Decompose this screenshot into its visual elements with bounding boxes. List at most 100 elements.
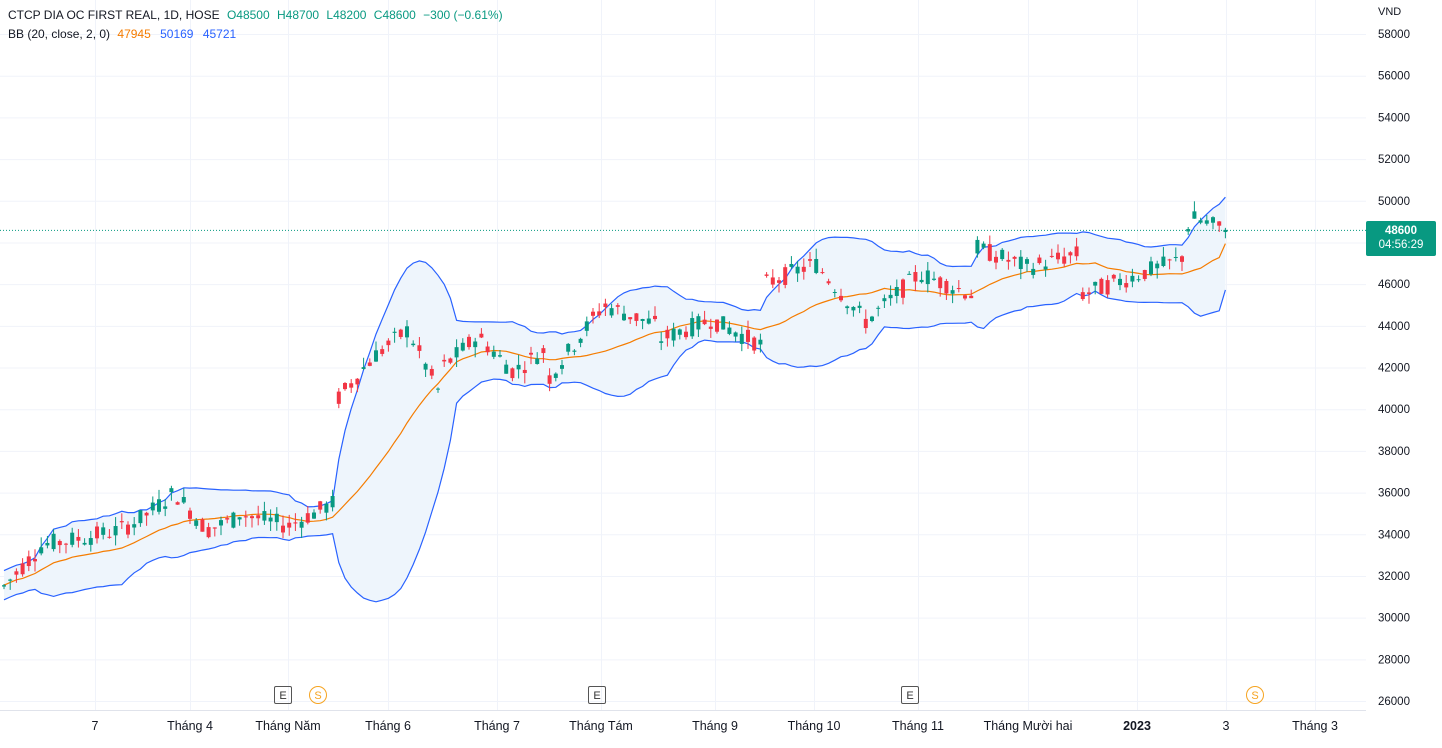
- change-value: −300 (−0.61%): [423, 8, 503, 22]
- candle-body: [1031, 268, 1036, 275]
- earnings-marker[interactable]: E: [274, 686, 292, 704]
- earnings-marker[interactable]: E: [588, 686, 606, 704]
- candle-body: [609, 308, 614, 316]
- candle-body: [820, 272, 825, 274]
- candle-body: [14, 571, 19, 575]
- candle-body: [789, 263, 794, 267]
- candle-body: [305, 513, 310, 523]
- candle-body: [919, 279, 924, 283]
- candle-body: [690, 318, 695, 337]
- price-tick-label: 30000: [1378, 613, 1410, 625]
- candle-body: [144, 512, 149, 516]
- candle-body: [1198, 220, 1203, 223]
- candle-body: [95, 526, 99, 539]
- candle-body: [963, 295, 967, 299]
- high-value: H48700: [277, 8, 320, 22]
- price-tick-label: 46000: [1378, 279, 1410, 291]
- candle-body: [814, 258, 819, 273]
- candle-body: [1180, 256, 1184, 262]
- candle-body: [981, 243, 986, 248]
- candle-body: [498, 355, 502, 357]
- split-marker[interactable]: S: [309, 686, 327, 704]
- candle-body: [994, 256, 998, 263]
- time-tick-label: Tháng 11: [892, 719, 944, 733]
- candle-body: [293, 522, 298, 524]
- currency-label: VND: [1378, 6, 1402, 18]
- price-tick-label: 38000: [1378, 446, 1410, 458]
- candle-body: [770, 277, 775, 285]
- candle-body: [39, 547, 44, 554]
- candle-body: [256, 515, 261, 519]
- candle-body: [566, 343, 571, 352]
- candle-body: [584, 321, 589, 331]
- candle-body: [479, 333, 484, 338]
- candle-body: [361, 367, 366, 369]
- candle-body: [367, 362, 372, 366]
- candle-body: [932, 278, 936, 280]
- candle-body: [386, 340, 391, 346]
- candle-body: [1211, 217, 1215, 223]
- candle-body: [336, 391, 341, 404]
- price-tick-label: 26000: [1378, 696, 1410, 708]
- candle-body: [870, 316, 874, 321]
- candle-body: [330, 495, 335, 508]
- candle-body: [1161, 256, 1166, 267]
- candle-body: [783, 267, 788, 285]
- candle-body: [603, 303, 608, 307]
- candle-body: [200, 519, 205, 532]
- candle-body: [1167, 259, 1172, 261]
- indicator-row: BB (20, close, 2, 0) 47945 50169 45721: [8, 25, 507, 44]
- candle-body: [436, 388, 440, 390]
- candle-body: [119, 521, 124, 523]
- symbol-title[interactable]: CTCP DIA OC FIRST REAL, 1D, HOSE: [8, 8, 220, 22]
- earnings-marker[interactable]: E: [901, 686, 919, 704]
- time-tick-label: 3: [1223, 719, 1230, 733]
- indicator-title[interactable]: BB (20, close, 2, 0): [8, 27, 111, 41]
- candle-body: [101, 527, 106, 535]
- candle-body: [516, 364, 521, 370]
- candle-body: [237, 517, 242, 520]
- candle-body: [405, 326, 409, 338]
- candle-body: [473, 341, 478, 348]
- candle-body: [349, 383, 354, 388]
- price-tick-label: 40000: [1378, 404, 1410, 416]
- time-tick-label: Tháng 9: [692, 719, 738, 733]
- candle-body: [913, 272, 918, 282]
- split-marker[interactable]: S: [1246, 686, 1264, 704]
- time-tick-label: Tháng Mười hai: [984, 719, 1073, 733]
- time-tick-label: Tháng Năm: [255, 719, 320, 733]
- candle-body: [1087, 292, 1091, 294]
- candle-body: [442, 359, 447, 362]
- candle-body: [343, 382, 347, 390]
- candle-body: [417, 345, 422, 351]
- candle-body: [733, 332, 738, 337]
- candle-body: [206, 527, 211, 538]
- candle-body: [758, 339, 763, 345]
- bb-basis-value: 47945: [117, 27, 151, 41]
- candle-body: [708, 326, 713, 329]
- candle-body: [1136, 279, 1141, 281]
- symbol-row: CTCP DIA OC FIRST REAL, 1D, HOSE O48500 …: [8, 6, 507, 25]
- price-scale[interactable]: 5800056000540005200050000480004600044000…: [1378, 29, 1410, 708]
- candle-body: [1043, 266, 1048, 270]
- candle-body: [696, 316, 701, 330]
- candle-body: [150, 502, 155, 511]
- candle-body: [857, 305, 862, 308]
- candle-body: [429, 368, 434, 376]
- candle-body: [70, 532, 75, 545]
- candle-body: [628, 317, 633, 320]
- candle-body: [82, 542, 87, 545]
- candle-body: [541, 348, 546, 354]
- price-tick-label: 44000: [1378, 321, 1410, 333]
- candle-body: [795, 266, 800, 274]
- bollinger-basis-line: [3, 243, 1226, 586]
- candle-body: [1049, 255, 1054, 257]
- price-tick-label: 52000: [1378, 154, 1410, 166]
- candle-body: [882, 298, 887, 302]
- candle-body: [398, 329, 403, 337]
- time-scale[interactable]: 7 Tháng 4 Tháng Năm Tháng 6 Tháng 7 Tháng Tám…: [92, 719, 1338, 733]
- candle-body: [1155, 263, 1160, 269]
- candle-body: [33, 559, 37, 562]
